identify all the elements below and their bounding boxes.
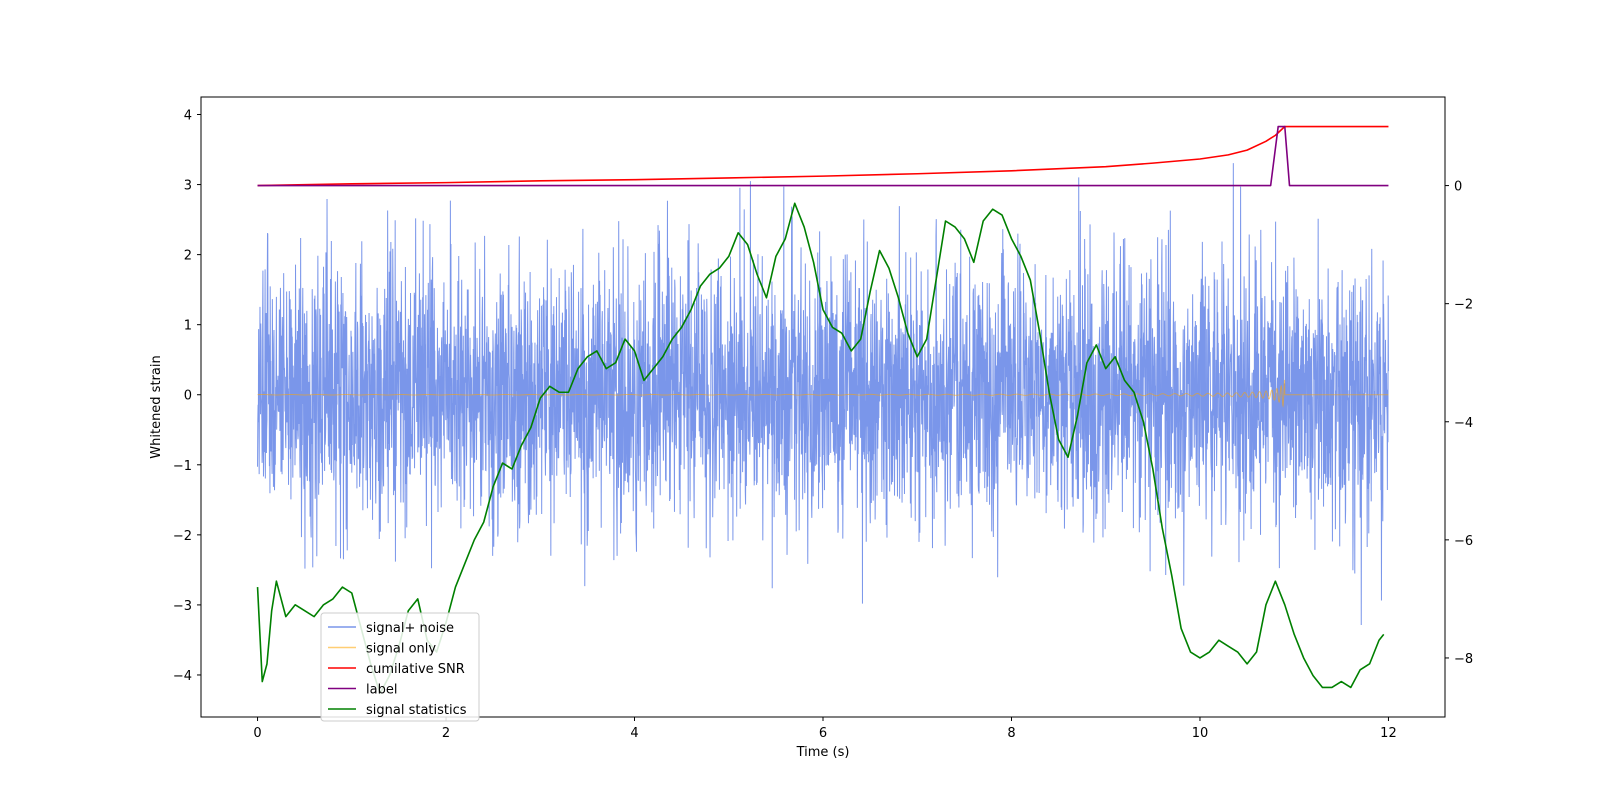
cumulative-snr-line bbox=[257, 125, 1389, 187]
legend-label: cumilative SNR bbox=[366, 662, 465, 677]
y2-tick-label: 0 bbox=[1454, 180, 1462, 195]
legend-box bbox=[320, 612, 480, 722]
y-axis-title: Whitened strain bbox=[149, 355, 164, 458]
x-tick-label: 12 bbox=[1380, 726, 1397, 741]
y-axis-left: −4 −3 −2 −1 0 1 2 3 4 bbox=[173, 109, 201, 684]
y-tick-label: 2 bbox=[184, 249, 192, 264]
y2-tick-label: −8 bbox=[1454, 652, 1473, 667]
legend-label: signal statistics bbox=[366, 703, 467, 718]
y-tick-label: −2 bbox=[173, 529, 192, 544]
series-signal-noise bbox=[257, 163, 1389, 626]
legend-label: label bbox=[366, 683, 397, 698]
x-tick-label: 8 bbox=[1007, 726, 1015, 741]
y2-tick-label: −4 bbox=[1454, 416, 1473, 431]
x-tick-label: 10 bbox=[1192, 726, 1209, 741]
label-line bbox=[257, 125, 1389, 187]
signal-noise-line bbox=[257, 163, 1389, 626]
y-axis-right: −8 −6 −4 −2 0 bbox=[1445, 180, 1473, 667]
y-tick-label: 3 bbox=[184, 179, 192, 194]
x-tick-label: 6 bbox=[819, 726, 827, 741]
legend-label: signal+ noise bbox=[366, 621, 454, 636]
y-tick-label: 4 bbox=[184, 109, 192, 124]
y-tick-label: 1 bbox=[184, 319, 192, 334]
y-tick-label: −1 bbox=[173, 459, 192, 474]
y-tick-label: −3 bbox=[173, 599, 192, 614]
x-axis-title: Time (s) bbox=[796, 745, 850, 760]
y-tick-label: 0 bbox=[184, 389, 192, 404]
x-tick-label: 4 bbox=[630, 726, 638, 741]
series-signal-only bbox=[257, 379, 1389, 408]
signal-only-line bbox=[257, 379, 1389, 408]
legend: signal+ noise signal only cumilative SNR la… bbox=[320, 612, 480, 722]
x-tick-label: 0 bbox=[253, 726, 261, 741]
y-tick-label: −4 bbox=[173, 669, 192, 684]
y2-tick-label: −6 bbox=[1454, 534, 1473, 549]
plot-area bbox=[256, 125, 1389, 695]
legend-label: signal only bbox=[366, 642, 436, 657]
x-tick-label: 2 bbox=[442, 726, 450, 741]
y2-tick-label: −2 bbox=[1454, 298, 1473, 313]
